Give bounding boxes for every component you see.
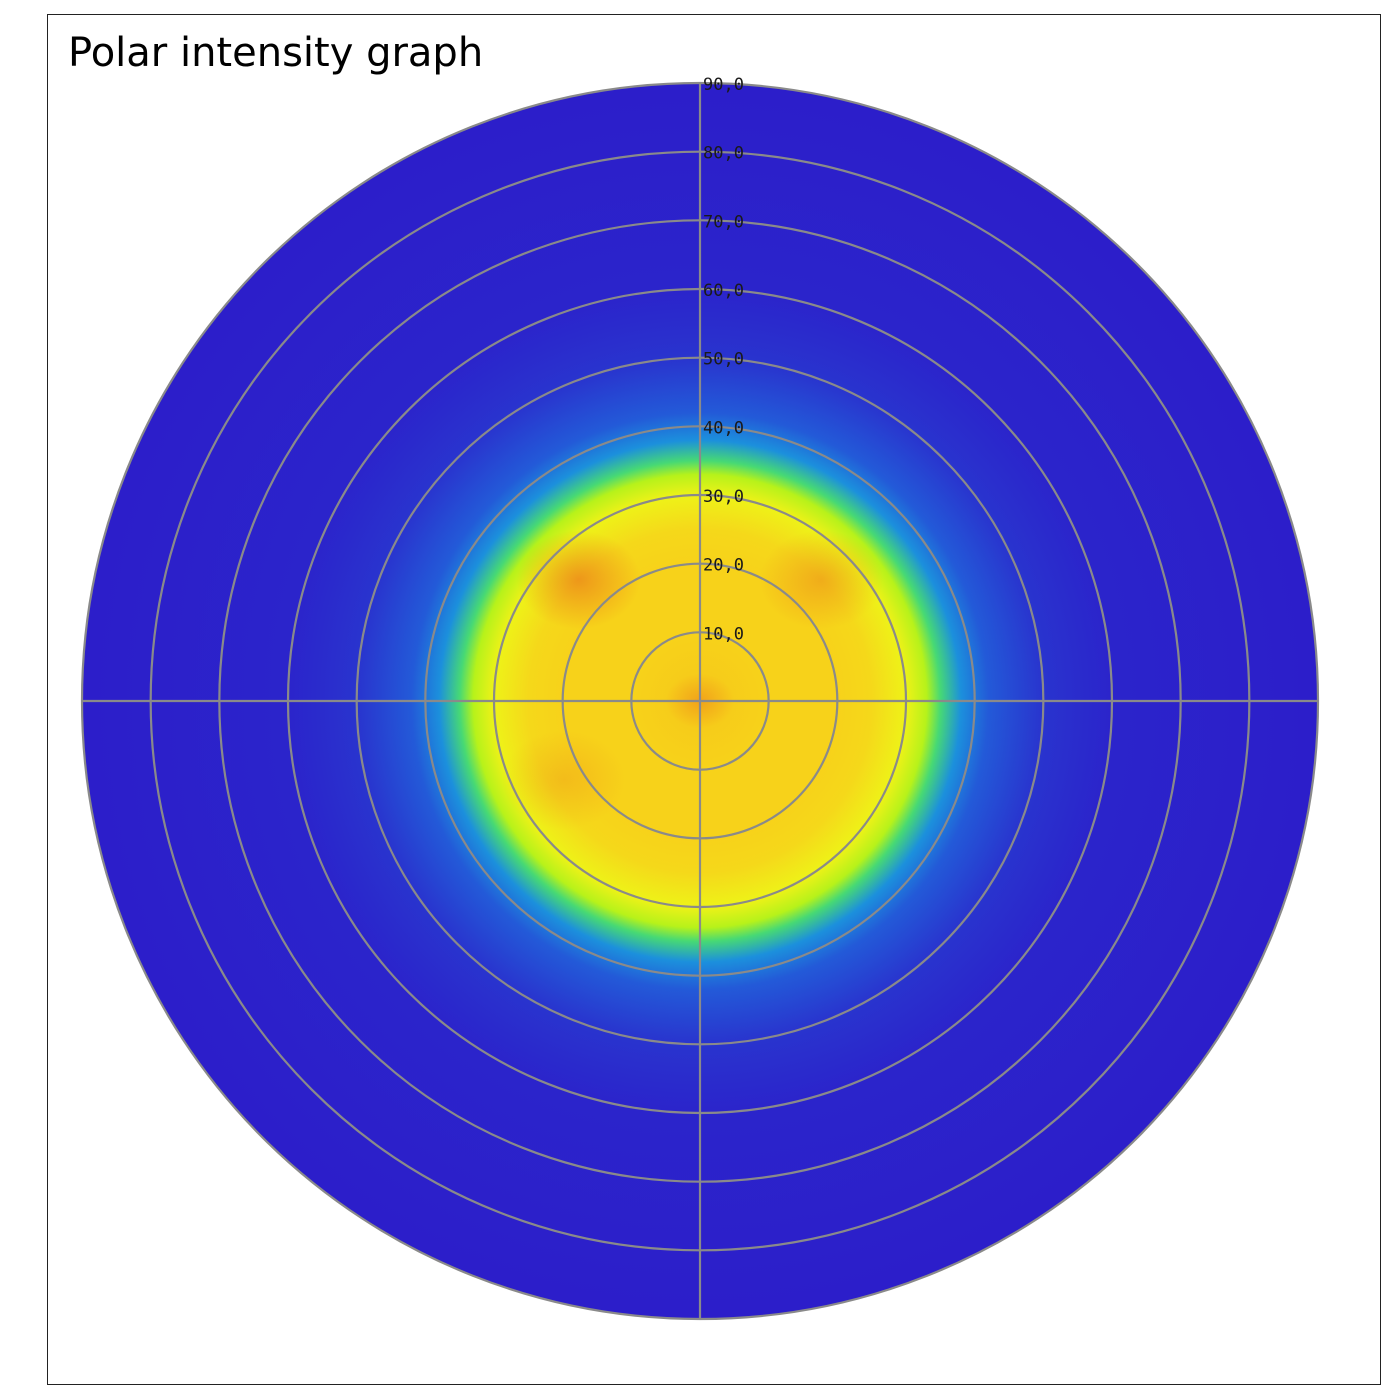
radial-tick-label: 60,0 xyxy=(703,281,744,301)
radial-tick-label: 50,0 xyxy=(703,350,744,370)
radial-tick-label: 40,0 xyxy=(703,418,744,438)
radial-tick-label: 90,0 xyxy=(703,75,744,95)
polar-grid xyxy=(80,81,1320,1321)
radial-tick-labels: 10,0 20,0 30,0 40,0 50,0 60,0 70,0 80,0 90,0 xyxy=(703,75,744,644)
radial-tick-label: 30,0 xyxy=(703,487,744,507)
hotspot-3 xyxy=(501,730,626,830)
radial-tick-label: 10,0 xyxy=(703,624,744,644)
hotspot-1 xyxy=(516,530,641,630)
radial-tick-label: 70,0 xyxy=(703,212,744,232)
intensity-hotspots xyxy=(501,530,884,830)
radial-tick-label: 20,0 xyxy=(703,556,744,576)
hotspot-2 xyxy=(759,530,884,630)
chart-title: Polar intensity graph xyxy=(68,30,484,76)
radial-tick-label: 80,0 xyxy=(703,144,744,164)
